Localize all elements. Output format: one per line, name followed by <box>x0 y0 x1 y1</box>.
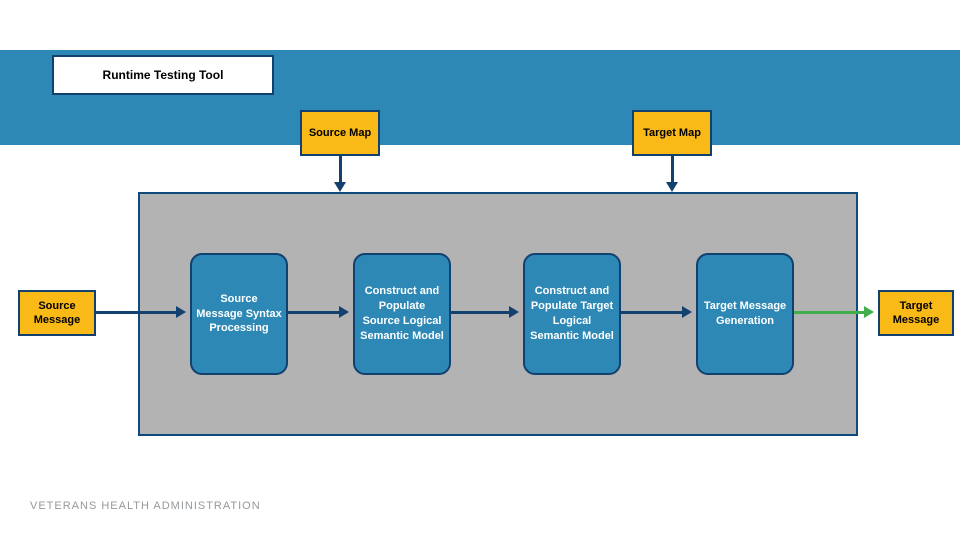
process-label: Construct and Populate Source Logical Se… <box>359 284 445 343</box>
process-label: Target Message Generation <box>702 299 788 329</box>
arrow-right <box>794 311 866 314</box>
process-box-target-model: Construct and Populate Target Logical Se… <box>523 253 621 375</box>
target-message-box: Target Message <box>878 290 954 336</box>
process-label: Source Message Syntax Processing <box>196 292 282 337</box>
arrow-head-right <box>176 306 186 318</box>
target-map-box: Target Map <box>632 110 712 156</box>
runtime-title-label: Runtime Testing Tool <box>103 68 224 82</box>
runtime-title-box: Runtime Testing Tool <box>52 55 274 95</box>
arrow-down <box>671 156 674 184</box>
arrow-head-right <box>509 306 519 318</box>
footer-label: VETERANS HEALTH ADMINISTRATION <box>30 500 261 512</box>
process-box-source-model: Construct and Populate Source Logical Se… <box>353 253 451 375</box>
source-map-box: Source Map <box>300 110 380 156</box>
source-map-label: Source Map <box>309 126 371 140</box>
arrow-head-right <box>864 306 874 318</box>
source-message-box: Source Message <box>18 290 96 336</box>
target-message-label: Target Message <box>880 299 952 328</box>
process-box-syntax: Source Message Syntax Processing <box>190 253 288 375</box>
arrow-head-right <box>682 306 692 318</box>
target-map-label: Target Map <box>643 126 701 140</box>
arrow-right <box>288 311 341 314</box>
process-box-generation: Target Message Generation <box>696 253 794 375</box>
arrow-right <box>621 311 684 314</box>
arrow-head-down <box>334 182 346 192</box>
arrow-right <box>451 311 511 314</box>
process-label: Construct and Populate Target Logical Se… <box>529 284 615 343</box>
arrow-right <box>96 311 178 314</box>
arrow-down <box>339 156 342 184</box>
source-message-label: Source Message <box>20 299 94 328</box>
arrow-head-down <box>666 182 678 192</box>
footer-text: VETERANS HEALTH ADMINISTRATION <box>30 500 261 512</box>
arrow-head-right <box>339 306 349 318</box>
